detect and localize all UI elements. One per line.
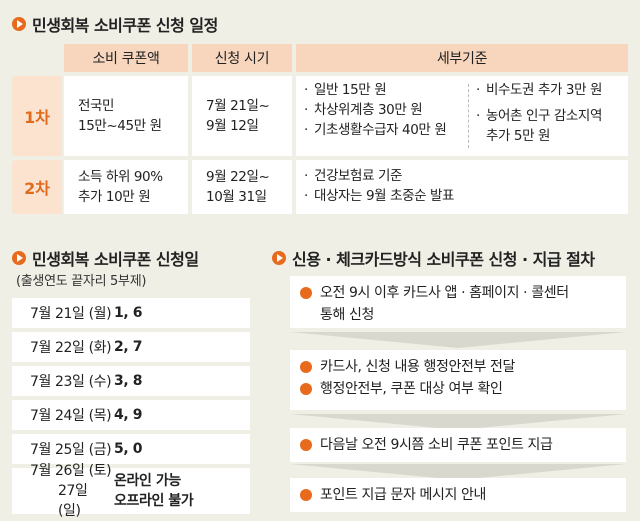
step-text: 오전 9시 이후 카드사 앱 · 홈페이지 · 콜센터: [320, 285, 569, 301]
date-label: 7월 22일 (화): [30, 340, 112, 356]
row2-period: 9월 22일~ 10월 31일: [192, 160, 292, 214]
step-bullet-icon: [300, 439, 312, 451]
step-text: 포인트 지급 문자 메시지 안내: [320, 487, 486, 503]
header-period: 신청 시기: [192, 44, 292, 72]
row1-criteria-item: · 비수도권 추가 3만 원: [476, 82, 603, 98]
row2-amount: 소득 하위 90% 추가 10만 원: [64, 160, 188, 214]
procedure-step-4: 포인트 지급 문자 메시지 안내: [290, 478, 626, 512]
chevron-down-icon: [290, 414, 626, 430]
date-label: 7월 23일 (수): [30, 374, 112, 390]
step-bullet-icon: [300, 489, 312, 501]
row1-amount: 전국민 15만~45만 원: [64, 76, 188, 156]
play-bullet-icon: [12, 251, 26, 265]
row1-period-line1: 7월 21일~: [206, 98, 270, 114]
date-label: 7월 24일 (목): [30, 408, 112, 424]
schedule-title-text: 민생회복 소비쿠폰 신청 일정: [32, 16, 218, 35]
step-text: 행정안전부, 쿠폰 대상 여부 확인: [320, 381, 503, 397]
date-label: 7월 21일 (월): [30, 306, 112, 322]
date-row: 7월 24일 (목) 4, 9: [12, 400, 250, 430]
row1-criteria-item: · 차상위계층 30만 원: [304, 102, 423, 118]
row1-amount-line2: 15만~45만 원: [78, 118, 162, 134]
dates-title: 민생회복 소비쿠폰 신청일: [12, 246, 199, 270]
row1-criteria: · 일반 15만 원 · 차상위계층 30만 원 · 기초생활수급자 40만 원 · 비…: [296, 76, 628, 156]
date-digits: 온라인 가능: [114, 473, 181, 489]
play-bullet-icon: [12, 17, 26, 31]
date-digits: 3, 8: [114, 373, 143, 389]
row1-criteria-item: · 일반 15만 원: [304, 82, 387, 98]
row2-criteria-item: · 건강보험료 기준: [304, 168, 403, 184]
procedure-step-2: 카드사, 신청 내용 행정안전부 전달 행정안전부, 쿠폰 대상 여부 확인: [290, 350, 626, 410]
date-digits: 1, 6: [114, 305, 143, 321]
date-label: 7월 25일 (금): [30, 442, 112, 458]
step-text: 다음날 오전 9시쯤 소비 쿠폰 포인트 지급: [320, 437, 553, 453]
step-bullet-icon: [300, 287, 312, 299]
step-text: 통해 신청: [320, 307, 374, 323]
date-row: 7월 25일 (금) 5, 0: [12, 434, 250, 464]
date-digits: 5, 0: [114, 441, 143, 457]
row1-criteria-item-cont: 추가 5만 원: [486, 128, 551, 144]
date-row: 7월 22일 (화) 2, 7: [12, 332, 250, 362]
header-amount: 소비 쿠폰액: [64, 44, 188, 72]
row1-amount-line1: 전국민: [78, 98, 115, 114]
date-digits: 2, 7: [114, 339, 143, 355]
row2-period-line1: 9월 22일~: [206, 169, 270, 185]
date-digits: 4, 9: [114, 407, 143, 423]
chevron-down-icon: [290, 464, 626, 480]
chevron-down-icon: [290, 332, 626, 348]
dates-title-text: 민생회복 소비쿠폰 신청일: [32, 250, 199, 269]
procedure-title-text: 신용 · 체크카드방식 소비쿠폰 신청 · 지급 절차: [292, 250, 595, 269]
row2-criteria-item: · 대상자는 9월 초중순 발표: [304, 188, 455, 204]
row1-criteria-item: · 농어촌 인구 감소지역: [476, 108, 602, 124]
date-label: 7월 26일 (토): [30, 463, 112, 479]
row1-period-line2: 9월 12일: [206, 118, 259, 134]
step-text: 카드사, 신청 내용 행정안전부 전달: [320, 359, 515, 375]
procedure-title: 신용 · 체크카드방식 소비쿠폰 신청 · 지급 절차: [272, 246, 595, 270]
row2-amount-line1: 소득 하위 90%: [78, 169, 163, 185]
play-bullet-icon: [272, 251, 286, 265]
date-row-weekend: 7월 26일 (토) 27일 (일) 온라인 가능 오프라인 불가: [12, 463, 250, 519]
row2-amount-line2: 추가 10만 원: [78, 189, 151, 205]
row2-period-line2: 10월 31일: [206, 189, 267, 205]
procedure-step-1: 오전 9시 이후 카드사 앱 · 홈페이지 · 콜센터 통해 신청: [290, 276, 626, 328]
procedure-step-3: 다음날 오전 9시쯤 소비 쿠폰 포인트 지급: [290, 428, 626, 462]
date-digits: 오프라인 불가: [114, 493, 194, 509]
step-bullet-icon: [300, 361, 312, 373]
row1-criteria-item: · 기초생활수급자 40만 원: [304, 122, 447, 138]
criteria-divider: [468, 84, 469, 148]
row-label-2: 2차: [12, 160, 62, 214]
header-criteria: 세부기준: [296, 44, 628, 72]
row-label-1: 1차: [12, 76, 62, 156]
dates-note: (출생연도 끝자리 5부제): [16, 274, 147, 289]
step-bullet-icon: [300, 383, 312, 395]
date-row: 7월 23일 (수) 3, 8: [12, 366, 250, 396]
row2-criteria: · 건강보험료 기준 · 대상자는 9월 초중순 발표: [296, 160, 628, 214]
date-label: 27일 (일): [58, 483, 88, 519]
row1-period: 7월 21일~ 9월 12일: [192, 76, 292, 156]
schedule-title: 민생회복 소비쿠폰 신청 일정: [12, 12, 218, 36]
date-row: 7월 21일 (월) 1, 6: [12, 298, 250, 328]
